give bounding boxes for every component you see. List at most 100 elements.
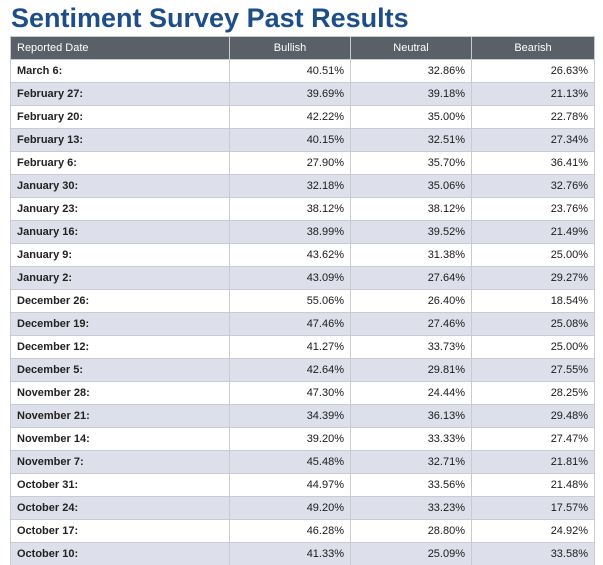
- cell-bullish: 39.69%: [229, 82, 351, 106]
- cell-reported-date: November 21:: [10, 404, 230, 428]
- table-row: February 27: 39.69% 39.18% 21.13%: [10, 82, 595, 106]
- cell-reported-date: February 27:: [10, 82, 230, 106]
- cell-bullish: 46.28%: [229, 519, 351, 543]
- cell-bearish: 27.34%: [471, 128, 595, 152]
- cell-neutral: 33.73%: [350, 335, 472, 359]
- cell-neutral: 24.44%: [350, 381, 472, 405]
- cell-bullish: 47.46%: [229, 312, 351, 336]
- cell-bullish: 55.06%: [229, 289, 351, 313]
- cell-neutral: 33.23%: [350, 496, 472, 520]
- table-row: October 31: 44.97% 33.56% 21.48%: [10, 473, 595, 497]
- cell-bullish: 47.30%: [229, 381, 351, 405]
- table-row: January 16: 38.99% 39.52% 21.49%: [10, 220, 595, 244]
- cell-reported-date: January 30:: [10, 174, 230, 198]
- table-row: October 24: 49.20% 33.23% 17.57%: [10, 496, 595, 520]
- cell-reported-date: January 23:: [10, 197, 230, 221]
- cell-neutral: 33.33%: [350, 427, 472, 451]
- cell-bullish: 27.90%: [229, 151, 351, 175]
- cell-neutral: 39.52%: [350, 220, 472, 244]
- cell-reported-date: March 6:: [10, 59, 230, 83]
- cell-bearish: 27.47%: [471, 427, 595, 451]
- cell-bearish: 24.92%: [471, 519, 595, 543]
- cell-reported-date: December 26:: [10, 289, 230, 313]
- cell-reported-date: October 24:: [10, 496, 230, 520]
- cell-reported-date: December 12:: [10, 335, 230, 359]
- cell-neutral: 36.13%: [350, 404, 472, 428]
- cell-bullish: 44.97%: [229, 473, 351, 497]
- cell-bullish: 43.62%: [229, 243, 351, 267]
- cell-bearish: 21.49%: [471, 220, 595, 244]
- cell-bearish: 17.57%: [471, 496, 595, 520]
- cell-neutral: 31.38%: [350, 243, 472, 267]
- table-row: November 14: 39.20% 33.33% 27.47%: [10, 427, 595, 451]
- table-row: December 19: 47.46% 27.46% 25.08%: [10, 312, 595, 336]
- cell-reported-date: October 10:: [10, 542, 230, 565]
- table-row: January 9: 43.62% 31.38% 25.00%: [10, 243, 595, 267]
- cell-reported-date: November 28:: [10, 381, 230, 405]
- table-body: March 6: 40.51% 32.86% 26.63% February 27: 39…: [10, 59, 595, 565]
- cell-neutral: 38.12%: [350, 197, 472, 221]
- cell-reported-date: January 2:: [10, 266, 230, 290]
- cell-bullish: 49.20%: [229, 496, 351, 520]
- cell-reported-date: October 17:: [10, 519, 230, 543]
- cell-bullish: 45.48%: [229, 450, 351, 474]
- cell-bullish: 40.51%: [229, 59, 351, 83]
- cell-bullish: 40.15%: [229, 128, 351, 152]
- cell-reported-date: February 20:: [10, 105, 230, 129]
- cell-reported-date: December 19:: [10, 312, 230, 336]
- cell-bearish: 21.81%: [471, 450, 595, 474]
- cell-bullish: 41.27%: [229, 335, 351, 359]
- table-row: December 26: 55.06% 26.40% 18.54%: [10, 289, 595, 313]
- cell-neutral: 35.00%: [350, 105, 472, 129]
- table-row: February 13: 40.15% 32.51% 27.34%: [10, 128, 595, 152]
- cell-bullish: 41.33%: [229, 542, 351, 565]
- table-row: December 5: 42.64% 29.81% 27.55%: [10, 358, 595, 382]
- cell-bullish: 38.12%: [229, 197, 351, 221]
- cell-bearish: 29.48%: [471, 404, 595, 428]
- cell-reported-date: December 5:: [10, 358, 230, 382]
- cell-reported-date: November 7:: [10, 450, 230, 474]
- table-row: January 2: 43.09% 27.64% 29.27%: [10, 266, 595, 290]
- cell-neutral: 28.80%: [350, 519, 472, 543]
- cell-neutral: 25.09%: [350, 542, 472, 565]
- cell-bearish: 21.13%: [471, 82, 595, 106]
- cell-neutral: 32.71%: [350, 450, 472, 474]
- cell-neutral: 32.86%: [350, 59, 472, 83]
- table-row: October 10: 41.33% 25.09% 33.58%: [10, 542, 595, 565]
- table-row: November 7: 45.48% 32.71% 21.81%: [10, 450, 595, 474]
- cell-reported-date: January 9:: [10, 243, 230, 267]
- cell-neutral: 26.40%: [350, 289, 472, 313]
- table-row: February 6: 27.90% 35.70% 36.41%: [10, 151, 595, 175]
- cell-bullish: 39.20%: [229, 427, 351, 451]
- cell-neutral: 27.46%: [350, 312, 472, 336]
- cell-neutral: 29.81%: [350, 358, 472, 382]
- cell-bearish: 22.78%: [471, 105, 595, 129]
- cell-bullish: 42.22%: [229, 105, 351, 129]
- cell-bearish: 28.25%: [471, 381, 595, 405]
- cell-bearish: 23.76%: [471, 197, 595, 221]
- cell-bearish: 25.00%: [471, 335, 595, 359]
- cell-bearish: 36.41%: [471, 151, 595, 175]
- cell-reported-date: February 13:: [10, 128, 230, 152]
- header-bullish: Bullish: [229, 36, 351, 60]
- page-title: Sentiment Survey Past Results: [11, 3, 409, 33]
- cell-bullish: 43.09%: [229, 266, 351, 290]
- table-row: March 6: 40.51% 32.86% 26.63%: [10, 59, 595, 83]
- cell-bullish: 32.18%: [229, 174, 351, 198]
- cell-neutral: 27.64%: [350, 266, 472, 290]
- cell-bearish: 29.27%: [471, 266, 595, 290]
- cell-bullish: 42.64%: [229, 358, 351, 382]
- table-header-row: Reported Date Bullish Neutral Bearish: [10, 36, 595, 60]
- header-reported-date: Reported Date: [10, 36, 230, 60]
- cell-neutral: 33.56%: [350, 473, 472, 497]
- cell-bearish: 25.08%: [471, 312, 595, 336]
- cell-bearish: 18.54%: [471, 289, 595, 313]
- cell-bullish: 34.39%: [229, 404, 351, 428]
- table-row: January 23: 38.12% 38.12% 23.76%: [10, 197, 595, 221]
- cell-neutral: 35.70%: [350, 151, 472, 175]
- cell-bearish: 25.00%: [471, 243, 595, 267]
- cell-reported-date: October 31:: [10, 473, 230, 497]
- cell-neutral: 39.18%: [350, 82, 472, 106]
- cell-bearish: 21.48%: [471, 473, 595, 497]
- cell-bearish: 27.55%: [471, 358, 595, 382]
